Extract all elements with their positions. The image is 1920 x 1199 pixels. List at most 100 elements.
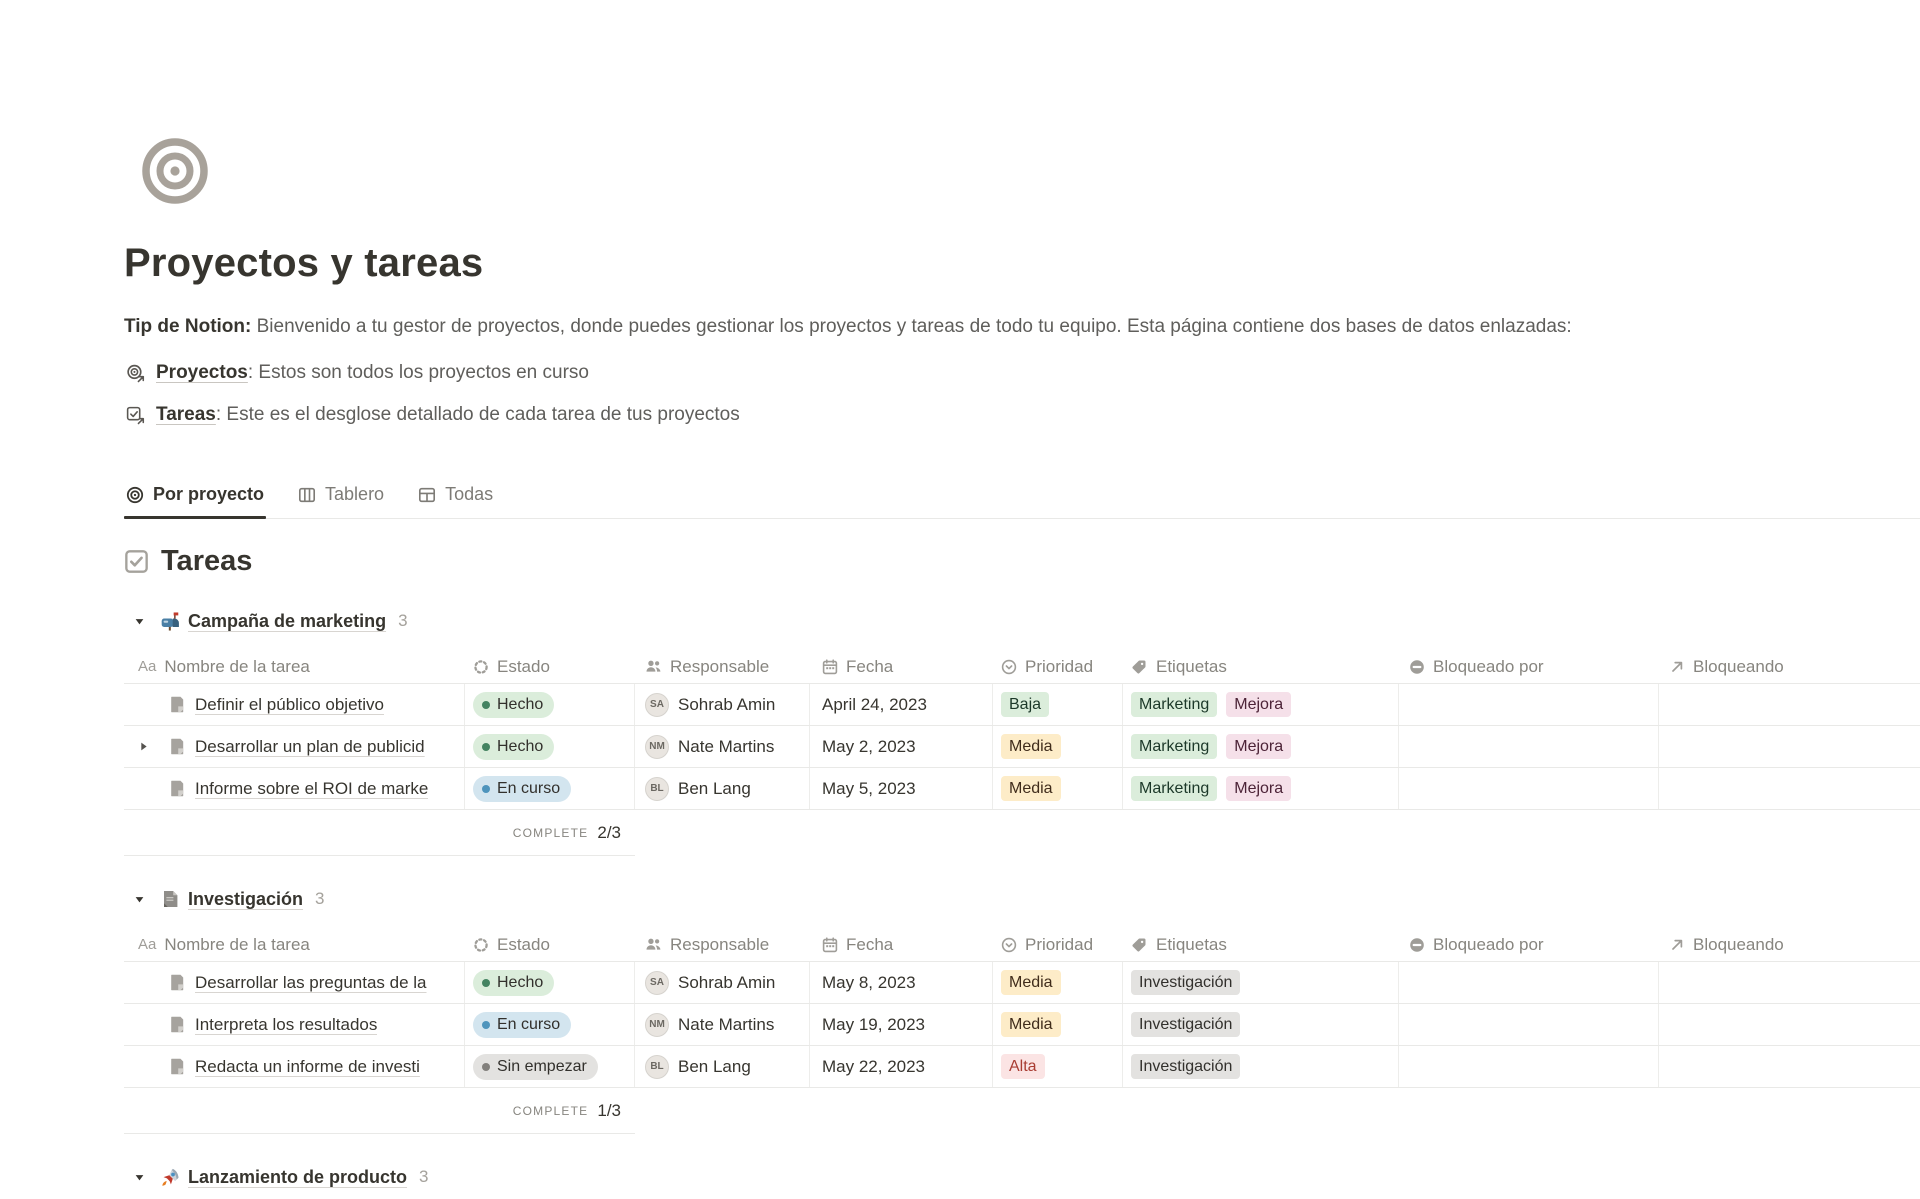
blocking-cell[interactable] [1659, 726, 1920, 767]
tag-badge[interactable]: Media [1001, 734, 1061, 759]
task-name[interactable]: Interpreta los resultados [195, 1014, 378, 1034]
tasks-link[interactable]: Tareas [156, 404, 216, 425]
table-row[interactable]: Desarrollar un plan de publicid Hecho NM Na… [124, 726, 1920, 768]
task-name[interactable]: Desarrollar las preguntas de la [195, 972, 427, 992]
tag-badge[interactable]: Mejora [1226, 734, 1292, 759]
assignee-cell[interactable]: SA Sohrab Amin [635, 684, 810, 725]
task-name[interactable]: Definir el público objetivo [195, 694, 384, 714]
group-collapse-toggle[interactable] [134, 1172, 160, 1183]
status-cell[interactable]: Hecho [465, 726, 635, 767]
status-cell[interactable]: Hecho [465, 684, 635, 725]
priority-cell[interactable]: Media [993, 1004, 1123, 1045]
column-header-etiquetas[interactable]: Etiquetas [1123, 650, 1399, 683]
task-name[interactable]: Redacta un informe de investi [195, 1056, 420, 1076]
assignee-cell[interactable]: NM Nate Martins [635, 726, 810, 767]
tag-badge[interactable]: Alta [1001, 1054, 1045, 1079]
column-header-bloqueado-por[interactable]: Bloqueado por [1399, 650, 1659, 683]
column-header-bloqueado-por[interactable]: Bloqueado por [1399, 928, 1659, 961]
table-row[interactable]: Definir el público objetivo Hecho SA Sohrab… [124, 684, 1920, 726]
tag-badge[interactable]: Mejora [1226, 692, 1292, 717]
tag-badge[interactable]: Media [1001, 970, 1061, 995]
blocking-cell[interactable] [1659, 768, 1920, 809]
tag-badge[interactable]: Media [1001, 1012, 1061, 1037]
group-name[interactable]: Campaña de marketing [188, 610, 387, 631]
status-cell[interactable]: Sin empezar [465, 1046, 635, 1087]
task-name-cell[interactable]: Interpreta los resultados [124, 1004, 465, 1045]
tab-todas[interactable]: Todas [416, 478, 495, 518]
assignee-cell[interactable]: SA Sohrab Amin [635, 962, 810, 1003]
tag-badge[interactable]: Marketing [1131, 734, 1218, 759]
group-collapse-toggle[interactable] [134, 894, 160, 905]
column-header-prioridad[interactable]: Prioridad [993, 650, 1123, 683]
page-bullseye-icon[interactable] [140, 136, 1920, 206]
tags-cell[interactable]: Marketing Mejora [1123, 726, 1399, 767]
tags-cell[interactable]: Marketing Mejora [1123, 684, 1399, 725]
task-name-cell[interactable]: Desarrollar un plan de publicid [124, 726, 465, 767]
priority-cell[interactable]: Media [993, 726, 1123, 767]
blocked-by-cell[interactable] [1399, 1046, 1659, 1087]
table-row[interactable]: Interpreta los resultados En curso NM Nate … [124, 1004, 1920, 1046]
date-cell[interactable]: April 24, 2023 [810, 684, 993, 725]
task-name[interactable]: Informe sobre el ROI de marke [195, 778, 429, 798]
group-complete-summary[interactable]: COMPLETE 1/3 [124, 1088, 635, 1134]
column-header-etiquetas[interactable]: Etiquetas [1123, 928, 1399, 961]
date-cell[interactable]: May 2, 2023 [810, 726, 993, 767]
row-expand-toggle[interactable] [138, 741, 168, 752]
tags-cell[interactable]: Marketing Mejora [1123, 768, 1399, 809]
tag-badge[interactable]: Marketing [1131, 776, 1218, 801]
tag-badge[interactable]: Baja [1001, 692, 1050, 717]
task-name-cell[interactable]: Definir el público objetivo [124, 684, 465, 725]
status-badge[interactable]: Hecho [473, 969, 555, 996]
tags-cell[interactable]: Investigación [1123, 962, 1399, 1003]
status-badge[interactable]: Hecho [473, 733, 555, 760]
column-header-fecha[interactable]: Fecha [810, 928, 993, 961]
task-name[interactable]: Desarrollar un plan de publicid [195, 736, 425, 756]
priority-cell[interactable]: Alta [993, 1046, 1123, 1087]
date-cell[interactable]: May 19, 2023 [810, 1004, 993, 1045]
blocked-by-cell[interactable] [1399, 768, 1659, 809]
tag-badge[interactable]: Investigación [1131, 1054, 1241, 1079]
blocked-by-cell[interactable] [1399, 962, 1659, 1003]
column-header-bloqueando[interactable]: Bloqueando [1659, 928, 1920, 961]
projects-link[interactable]: Proyectos [156, 362, 248, 383]
column-header-responsable[interactable]: Responsable [635, 928, 810, 961]
priority-cell[interactable]: Media [993, 768, 1123, 809]
column-header-bloqueando[interactable]: Bloqueando [1659, 650, 1920, 683]
group-name[interactable]: Lanzamiento de producto [188, 1166, 408, 1187]
tag-badge[interactable]: Media [1001, 776, 1061, 801]
blocked-by-cell[interactable] [1399, 1004, 1659, 1045]
tab-por-proyecto[interactable]: Por proyecto [124, 478, 267, 519]
status-badge[interactable]: Hecho [473, 691, 555, 718]
blocked-by-cell[interactable] [1399, 726, 1659, 767]
column-header-estado[interactable]: Estado [465, 650, 635, 683]
status-badge[interactable]: Sin empezar [473, 1053, 598, 1080]
table-row[interactable]: Informe sobre el ROI de marke En curso BL B… [124, 768, 1920, 810]
assignee-cell[interactable]: BL Ben Lang [635, 768, 810, 809]
table-row[interactable]: Redacta un informe de investi Sin empezar… [124, 1046, 1920, 1088]
date-cell[interactable]: May 5, 2023 [810, 768, 993, 809]
date-cell[interactable]: May 22, 2023 [810, 1046, 993, 1087]
blocking-cell[interactable] [1659, 684, 1920, 725]
assignee-cell[interactable]: BL Ben Lang [635, 1046, 810, 1087]
tag-badge[interactable]: Marketing [1131, 692, 1218, 717]
tag-badge[interactable]: Investigación [1131, 970, 1241, 995]
tag-badge[interactable]: Investigación [1131, 1012, 1241, 1037]
priority-cell[interactable]: Media [993, 962, 1123, 1003]
priority-cell[interactable]: Baja [993, 684, 1123, 725]
tags-cell[interactable]: Investigación [1123, 1004, 1399, 1045]
task-name-cell[interactable]: Redacta un informe de investi [124, 1046, 465, 1087]
column-header-nombre-de-la-tarea[interactable]: Aa Nombre de la tarea [124, 650, 465, 683]
table-row[interactable]: Desarrollar las preguntas de la Hecho SA So… [124, 962, 1920, 1004]
status-cell[interactable]: En curso [465, 1004, 635, 1045]
assignee-cell[interactable]: NM Nate Martins [635, 1004, 810, 1045]
status-badge[interactable]: En curso [473, 775, 572, 802]
blocked-by-cell[interactable] [1399, 684, 1659, 725]
blocking-cell[interactable] [1659, 962, 1920, 1003]
blocking-cell[interactable] [1659, 1046, 1920, 1087]
task-name-cell[interactable]: Desarrollar las preguntas de la [124, 962, 465, 1003]
column-header-fecha[interactable]: Fecha [810, 650, 993, 683]
group-name[interactable]: Investigación [188, 888, 304, 909]
date-cell[interactable]: May 8, 2023 [810, 962, 993, 1003]
status-badge[interactable]: En curso [473, 1011, 572, 1038]
column-header-prioridad[interactable]: Prioridad [993, 928, 1123, 961]
